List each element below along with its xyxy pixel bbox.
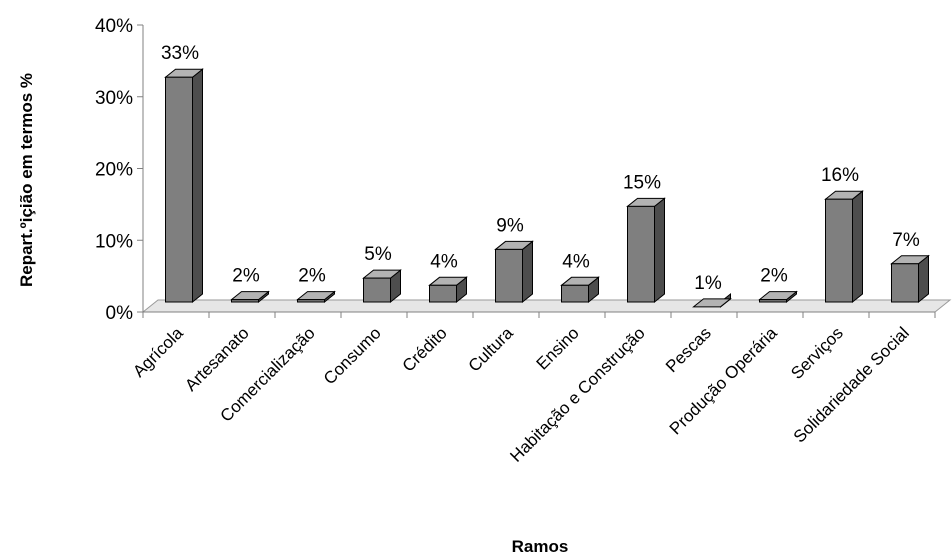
data-label: 9% [496, 215, 524, 236]
x-axis-title: Ramos [512, 537, 569, 556]
axes: 0% 10% 20% 30% 40% [95, 16, 936, 324]
bar-front [363, 277, 391, 303]
data-label: 15% [623, 172, 661, 193]
bar-front [759, 299, 787, 303]
data-label: 2% [232, 266, 260, 287]
bar [824, 190, 864, 304]
bar [758, 290, 798, 304]
category-label: Pescas [662, 323, 715, 376]
bar-front [561, 284, 589, 303]
data-label: 4% [430, 251, 458, 272]
category-label: Consumo [320, 323, 385, 388]
bar [362, 269, 402, 304]
category-label: Serviços [787, 323, 847, 383]
data-label: 2% [760, 266, 788, 287]
y-tick-label: 40% [95, 16, 133, 37]
bar-side [852, 190, 863, 304]
bar-side [654, 197, 665, 304]
bar [626, 197, 666, 304]
bar-side [522, 240, 533, 304]
y-tick-label: 0% [106, 303, 134, 324]
bar-front [297, 299, 325, 303]
bar [494, 240, 534, 304]
y-tick-label: 10% [95, 231, 133, 252]
data-label: 1% [694, 273, 722, 294]
data-label: 2% [298, 266, 326, 287]
category-label: Cultura [465, 323, 518, 376]
category-label: Habitação e Construção [506, 323, 648, 465]
y-tick-label: 30% [95, 88, 133, 109]
bar [428, 276, 468, 304]
category-label: Agrícola [129, 323, 187, 381]
y-tick-label: 20% [95, 160, 133, 181]
category-label: Artesanato [181, 323, 253, 395]
bar [230, 290, 270, 304]
bar-front [825, 198, 853, 303]
bar [296, 290, 336, 304]
data-label: 33% [161, 43, 199, 64]
bars [164, 68, 930, 308]
bar [560, 276, 600, 304]
bar-front [429, 284, 457, 303]
bar [890, 254, 930, 304]
bar-front [495, 248, 523, 303]
bar [692, 292, 732, 308]
data-label: 7% [892, 230, 920, 251]
data-label: 16% [821, 165, 859, 186]
bar-front [165, 76, 193, 303]
category-label: Crédito [399, 323, 451, 375]
bar [164, 68, 204, 304]
bar-side [192, 68, 203, 304]
bar-front [891, 263, 919, 303]
category-label: Ensino [533, 323, 583, 373]
bar-front [231, 299, 259, 303]
bar-front [627, 205, 655, 303]
bar-top [692, 298, 732, 308]
data-label: 5% [364, 244, 392, 265]
y-axis-title: Repart.ºiçião em termos % [17, 73, 36, 287]
category-label: Solidariedade Social [790, 323, 913, 446]
data-label: 4% [562, 251, 590, 272]
